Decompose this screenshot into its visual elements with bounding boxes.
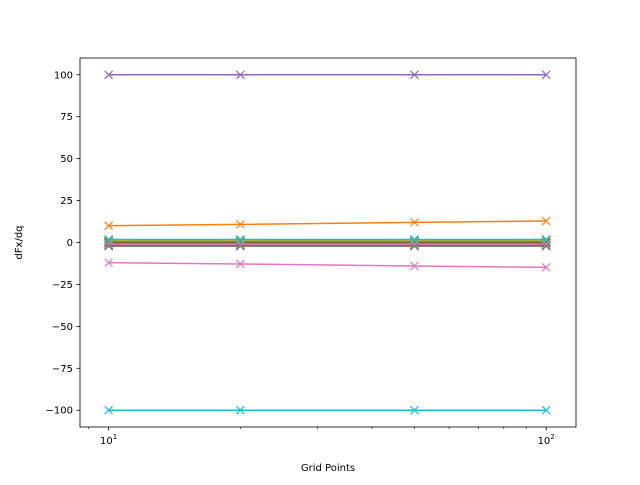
y-tick-label: 75 bbox=[60, 112, 73, 123]
y-tick-label: 50 bbox=[60, 154, 73, 165]
y-tick-label: −25 bbox=[52, 280, 73, 291]
y-tick-label: −100 bbox=[46, 406, 73, 417]
y-tick-label: −75 bbox=[52, 364, 73, 375]
y-tick-label: −50 bbox=[52, 322, 73, 333]
y-tick-label: 0 bbox=[67, 238, 73, 249]
y-axis-label: dFx/dq bbox=[14, 225, 25, 259]
y-tick-label: 25 bbox=[60, 196, 73, 207]
x-axis-label: Grid Points bbox=[301, 463, 355, 474]
y-tick-label: 100 bbox=[54, 70, 73, 81]
